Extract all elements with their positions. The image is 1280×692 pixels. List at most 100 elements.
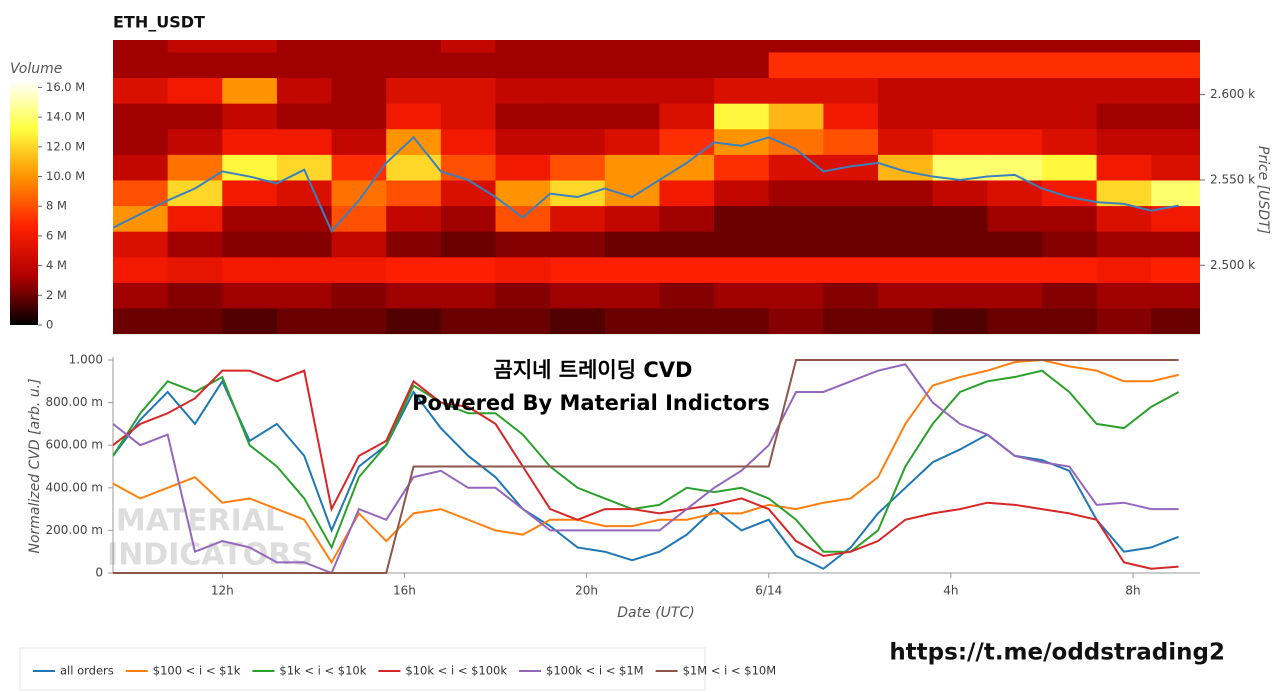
y2-axis-label: Price [USDT]	[1255, 146, 1271, 234]
heatmap-cell	[878, 154, 934, 181]
heatmap-cell	[386, 128, 442, 155]
heatmap-cell	[386, 282, 442, 309]
heatmap-cell	[768, 77, 824, 104]
heatmap-cell	[1041, 205, 1098, 232]
legend-box	[19, 647, 706, 691]
heatmap-cell	[823, 256, 879, 283]
heatmap-cell	[823, 282, 879, 309]
heatmap-cell	[932, 103, 988, 130]
heatmap-cell	[604, 51, 660, 79]
heatmap-cell	[167, 103, 223, 130]
heatmap-cell	[987, 256, 1043, 283]
heatmap-cell	[113, 128, 169, 155]
heatmap-cell	[276, 128, 333, 155]
heatmap-cell	[550, 51, 606, 79]
heatmap-cell	[659, 103, 715, 130]
heatmap-cell	[386, 205, 442, 232]
heatmap-cell	[1096, 205, 1152, 232]
heatmap-cell	[932, 282, 988, 309]
heatmap-cell	[113, 231, 169, 258]
heatmap-cell	[604, 307, 660, 335]
heatmap-cell	[823, 154, 879, 181]
heatmap-cell	[1151, 256, 1200, 283]
y-tick-label: 2.500 k	[1210, 258, 1255, 272]
heatmap-cell	[1096, 307, 1152, 335]
heatmap-cell	[604, 40, 660, 53]
heatmap-cell	[222, 103, 278, 130]
heatmap-cell	[276, 77, 333, 104]
heatmap-cell	[440, 231, 497, 258]
legend-label: $10k < i < $100k	[405, 664, 507, 678]
x-tick-label: 8h	[1125, 584, 1140, 598]
heatmap-cell	[1041, 154, 1098, 181]
series-line	[113, 369, 1179, 570]
heatmap-cell	[823, 179, 879, 207]
heatmap-cell	[768, 256, 824, 283]
heatmap-cell	[386, 231, 442, 258]
heatmap-cell	[823, 128, 879, 155]
colorbar-title: Volume	[10, 61, 62, 77]
heatmap-cell	[167, 128, 223, 155]
heatmap-cell	[386, 40, 442, 53]
y-tick-label: 800.00 m	[46, 395, 104, 409]
series-line	[113, 369, 1180, 553]
heatmap-cell	[550, 205, 606, 232]
heatmap-cell	[878, 51, 934, 79]
heatmap-cell	[659, 128, 715, 155]
heatmap-cell	[878, 231, 934, 258]
heatmap-cell	[1041, 40, 1098, 53]
lines	[113, 358, 1180, 575]
heatmap-cell	[1151, 282, 1200, 309]
heatmap-cell	[222, 40, 278, 53]
colorbar-tick-label: 8 M	[46, 199, 67, 213]
heatmap-cell	[987, 307, 1043, 335]
heatmap-cell	[440, 103, 497, 130]
heatmap-cell	[440, 40, 497, 53]
heatmap-cell	[1096, 231, 1152, 258]
chart-title: ETH_USDT	[113, 13, 205, 32]
watermark: MATERIAL	[116, 504, 284, 539]
heatmap-cell	[495, 307, 551, 335]
heatmap-cell	[987, 128, 1043, 155]
heatmap-cell	[878, 40, 934, 53]
heatmap-cell	[550, 282, 606, 309]
heatmap-cell	[276, 179, 333, 207]
heatmap-cell	[768, 282, 824, 309]
x-tick-label: 4h	[943, 584, 958, 598]
heatmap-cell	[714, 103, 770, 130]
heatmap-cell	[386, 307, 442, 335]
heatmap-cell	[550, 128, 606, 155]
heatmap-cell	[440, 179, 497, 207]
heatmap-cell	[987, 40, 1043, 53]
heatmap-cell	[714, 77, 770, 104]
heatmap-cell	[222, 179, 278, 207]
heatmap-cell	[495, 128, 551, 155]
legend-label: $1M < i < $10M	[683, 664, 777, 678]
heatmap-cell	[987, 77, 1043, 104]
heatmap-cell	[550, 40, 606, 53]
heatmap-cell	[714, 282, 770, 309]
price-line	[113, 135, 1179, 233]
colorbar-tick-label: 0	[46, 318, 53, 332]
heatmap-cell	[1096, 154, 1152, 181]
x-axis-label: Date (UTC)	[617, 605, 694, 621]
heatmap-cell	[331, 307, 387, 335]
heatmap-cell	[113, 77, 169, 104]
heatmap-cell	[714, 307, 770, 335]
heatmap-cell	[932, 256, 988, 283]
colorbar-tick-label: 16.0 M	[46, 80, 85, 94]
colorbar-tick-label: 12.0 M	[46, 139, 85, 153]
heatmap-cell	[331, 231, 387, 258]
heatmap-cell	[987, 51, 1043, 79]
link[interactable]: https://t.me/oddstrading2	[889, 640, 1225, 666]
heatmap-cell	[550, 231, 606, 258]
heatmap-cell	[550, 307, 606, 335]
heatmap-cell	[331, 205, 387, 232]
heatmap-cell	[167, 40, 223, 53]
heatmap-cell	[1096, 128, 1152, 155]
heatmap-cell	[659, 282, 715, 309]
heatmap-cell	[167, 205, 223, 232]
heatmap-cell	[113, 282, 169, 309]
legend-label: $1k < i < $10k	[279, 664, 366, 678]
heatmap-cell	[331, 179, 387, 207]
